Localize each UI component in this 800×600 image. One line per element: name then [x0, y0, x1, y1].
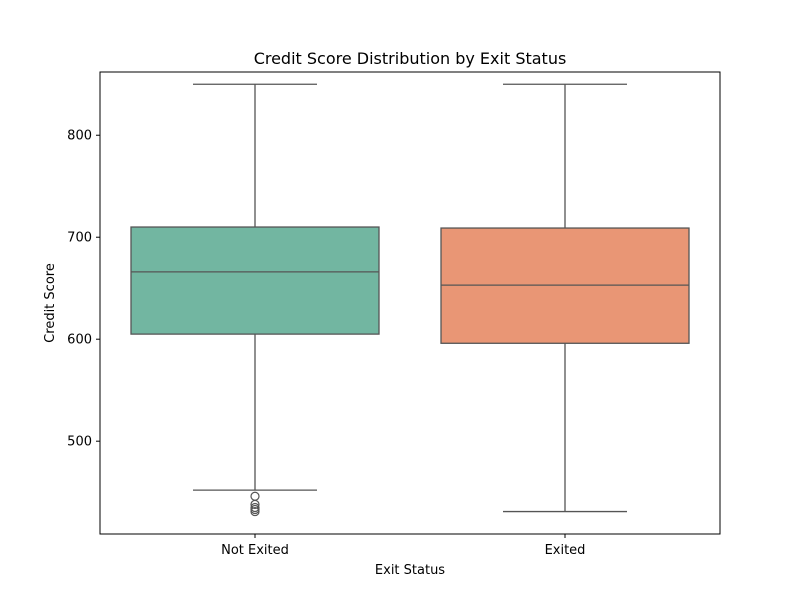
x-tick-label: Not Exited [221, 543, 289, 558]
outlier-point [250, 491, 260, 501]
x-axis: Not Exited Exited [221, 534, 585, 558]
box-exited [440, 83, 690, 513]
y-tick-label: 700 [67, 231, 92, 246]
outlier-point [250, 499, 260, 510]
iqr-box [130, 226, 380, 335]
y-axis-label: Credit Score [43, 263, 58, 343]
y-tick-label: 600 [67, 333, 92, 348]
x-axis-label: Exit Status [375, 563, 445, 578]
box-not-exited [130, 83, 380, 517]
outlier-point [250, 506, 260, 517]
plot-area [130, 83, 690, 517]
chart-title: Credit Score Distribution by Exit Status [254, 49, 567, 68]
y-tick-label: 800 [67, 129, 92, 144]
y-axis: 500 600 700 800 [67, 129, 100, 450]
x-tick-label: Exited [545, 543, 586, 558]
plot-frame [99, 71, 721, 535]
y-tick-label: 500 [67, 435, 92, 450]
